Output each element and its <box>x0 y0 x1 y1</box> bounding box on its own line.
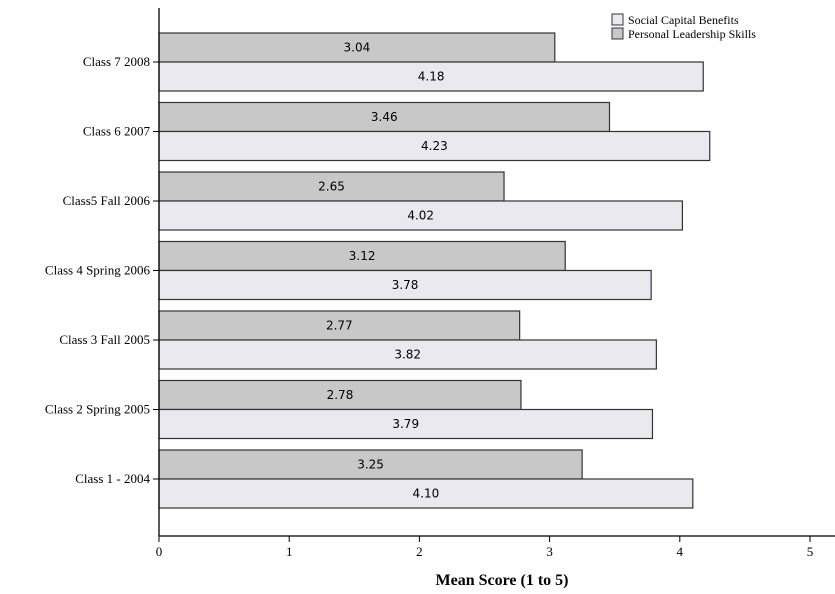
data-label-personal-leadership-skills-class-4-spring-2006: 3.12 <box>349 249 376 263</box>
bar-social-capital-benefits-class-7-2008 <box>158 61 704 92</box>
legend-swatch-personal-leadership-skills <box>611 27 624 40</box>
x-tick-label-3: 3 <box>546 544 553 559</box>
data-label-social-capital-benefits-class-3-fall-2005: 3.82 <box>394 348 421 362</box>
y-tick-label-class-2-spring-2005: Class 2 Spring 2005 <box>45 402 150 417</box>
x-tick-label-0: 0 <box>156 544 163 559</box>
y-tick-label-class-6-2007: Class 6 2007 <box>83 124 151 139</box>
y-tick-label-class-3-fall-2005: Class 3 Fall 2005 <box>59 332 150 347</box>
data-label-personal-leadership-skills-class-3-fall-2005: 2.77 <box>326 319 353 333</box>
y-tick-label-class-7-2008: Class 7 2008 <box>83 54 150 69</box>
data-label-social-capital-benefits-class-4-spring-2006: 3.78 <box>392 278 419 292</box>
y-tick-label-class-4-spring-2006: Class 4 Spring 2006 <box>45 263 151 278</box>
data-label-personal-leadership-skills-class-7-2008: 3.04 <box>344 41 371 55</box>
bar-personal-leadership-skills-class-6-2007 <box>158 101 611 133</box>
x-axis-title: Mean Score (1 to 5) <box>436 572 569 589</box>
data-label-social-capital-benefits-class-7-2008: 4.18 <box>418 70 445 84</box>
legend-label-personal-leadership-skills: Personal Leadership Skills <box>628 27 756 41</box>
bar-social-capital-benefits-class-1-2004 <box>158 478 694 509</box>
y-tick-label-class5-fall-2006: Class5 Fall 2006 <box>63 193 151 208</box>
data-label-personal-leadership-skills-class-6-2007: 3.46 <box>371 110 398 124</box>
data-label-social-capital-benefits-class-2-spring-2005: 3.79 <box>392 417 419 431</box>
bars-layer: 3.04 4.18 3.46 4.23 2.65 4.02 3.12 3.78 2.77 3.82… <box>158 32 711 509</box>
data-label-social-capital-benefits-class5-fall-2006: 4.02 <box>407 209 434 223</box>
bar-personal-leadership-skills-class-2-spring-2005 <box>158 379 522 411</box>
data-label-social-capital-benefits-class-1-2004: 4.10 <box>413 487 440 501</box>
bar-social-capital-benefits-class-3-fall-2005 <box>158 339 657 370</box>
data-label-social-capital-benefits-class-6-2007: 4.23 <box>421 139 448 153</box>
legend-swatch-social-capital-benefits <box>611 13 624 26</box>
x-tick-label-4: 4 <box>677 544 684 559</box>
legend-label-social-capital-benefits: Social Capital Benefits <box>628 13 739 27</box>
y-tick-label-class-1-2004: Class 1 - 2004 <box>75 471 150 486</box>
data-label-personal-leadership-skills-class-1-2004: 3.25 <box>357 458 384 472</box>
bar-social-capital-benefits-class-2-spring-2005 <box>158 408 654 440</box>
data-label-personal-leadership-skills-class-2-spring-2005: 2.78 <box>327 388 354 402</box>
x-tick-label-2: 2 <box>416 544 423 559</box>
x-tick-label-1: 1 <box>286 544 293 559</box>
x-tick-label-5: 5 <box>807 544 814 559</box>
y-axis: Class 7 2008 Class 6 2007 Class5 Fall 2006… <box>45 8 160 536</box>
data-label-personal-leadership-skills-class5-fall-2006: 2.65 <box>318 180 345 194</box>
bar-personal-leadership-skills-class-7-2008 <box>158 32 556 63</box>
bar-social-capital-benefits-class-6-2007 <box>158 130 711 162</box>
x-axis: 0 1 2 3 4 5 <box>156 535 835 559</box>
